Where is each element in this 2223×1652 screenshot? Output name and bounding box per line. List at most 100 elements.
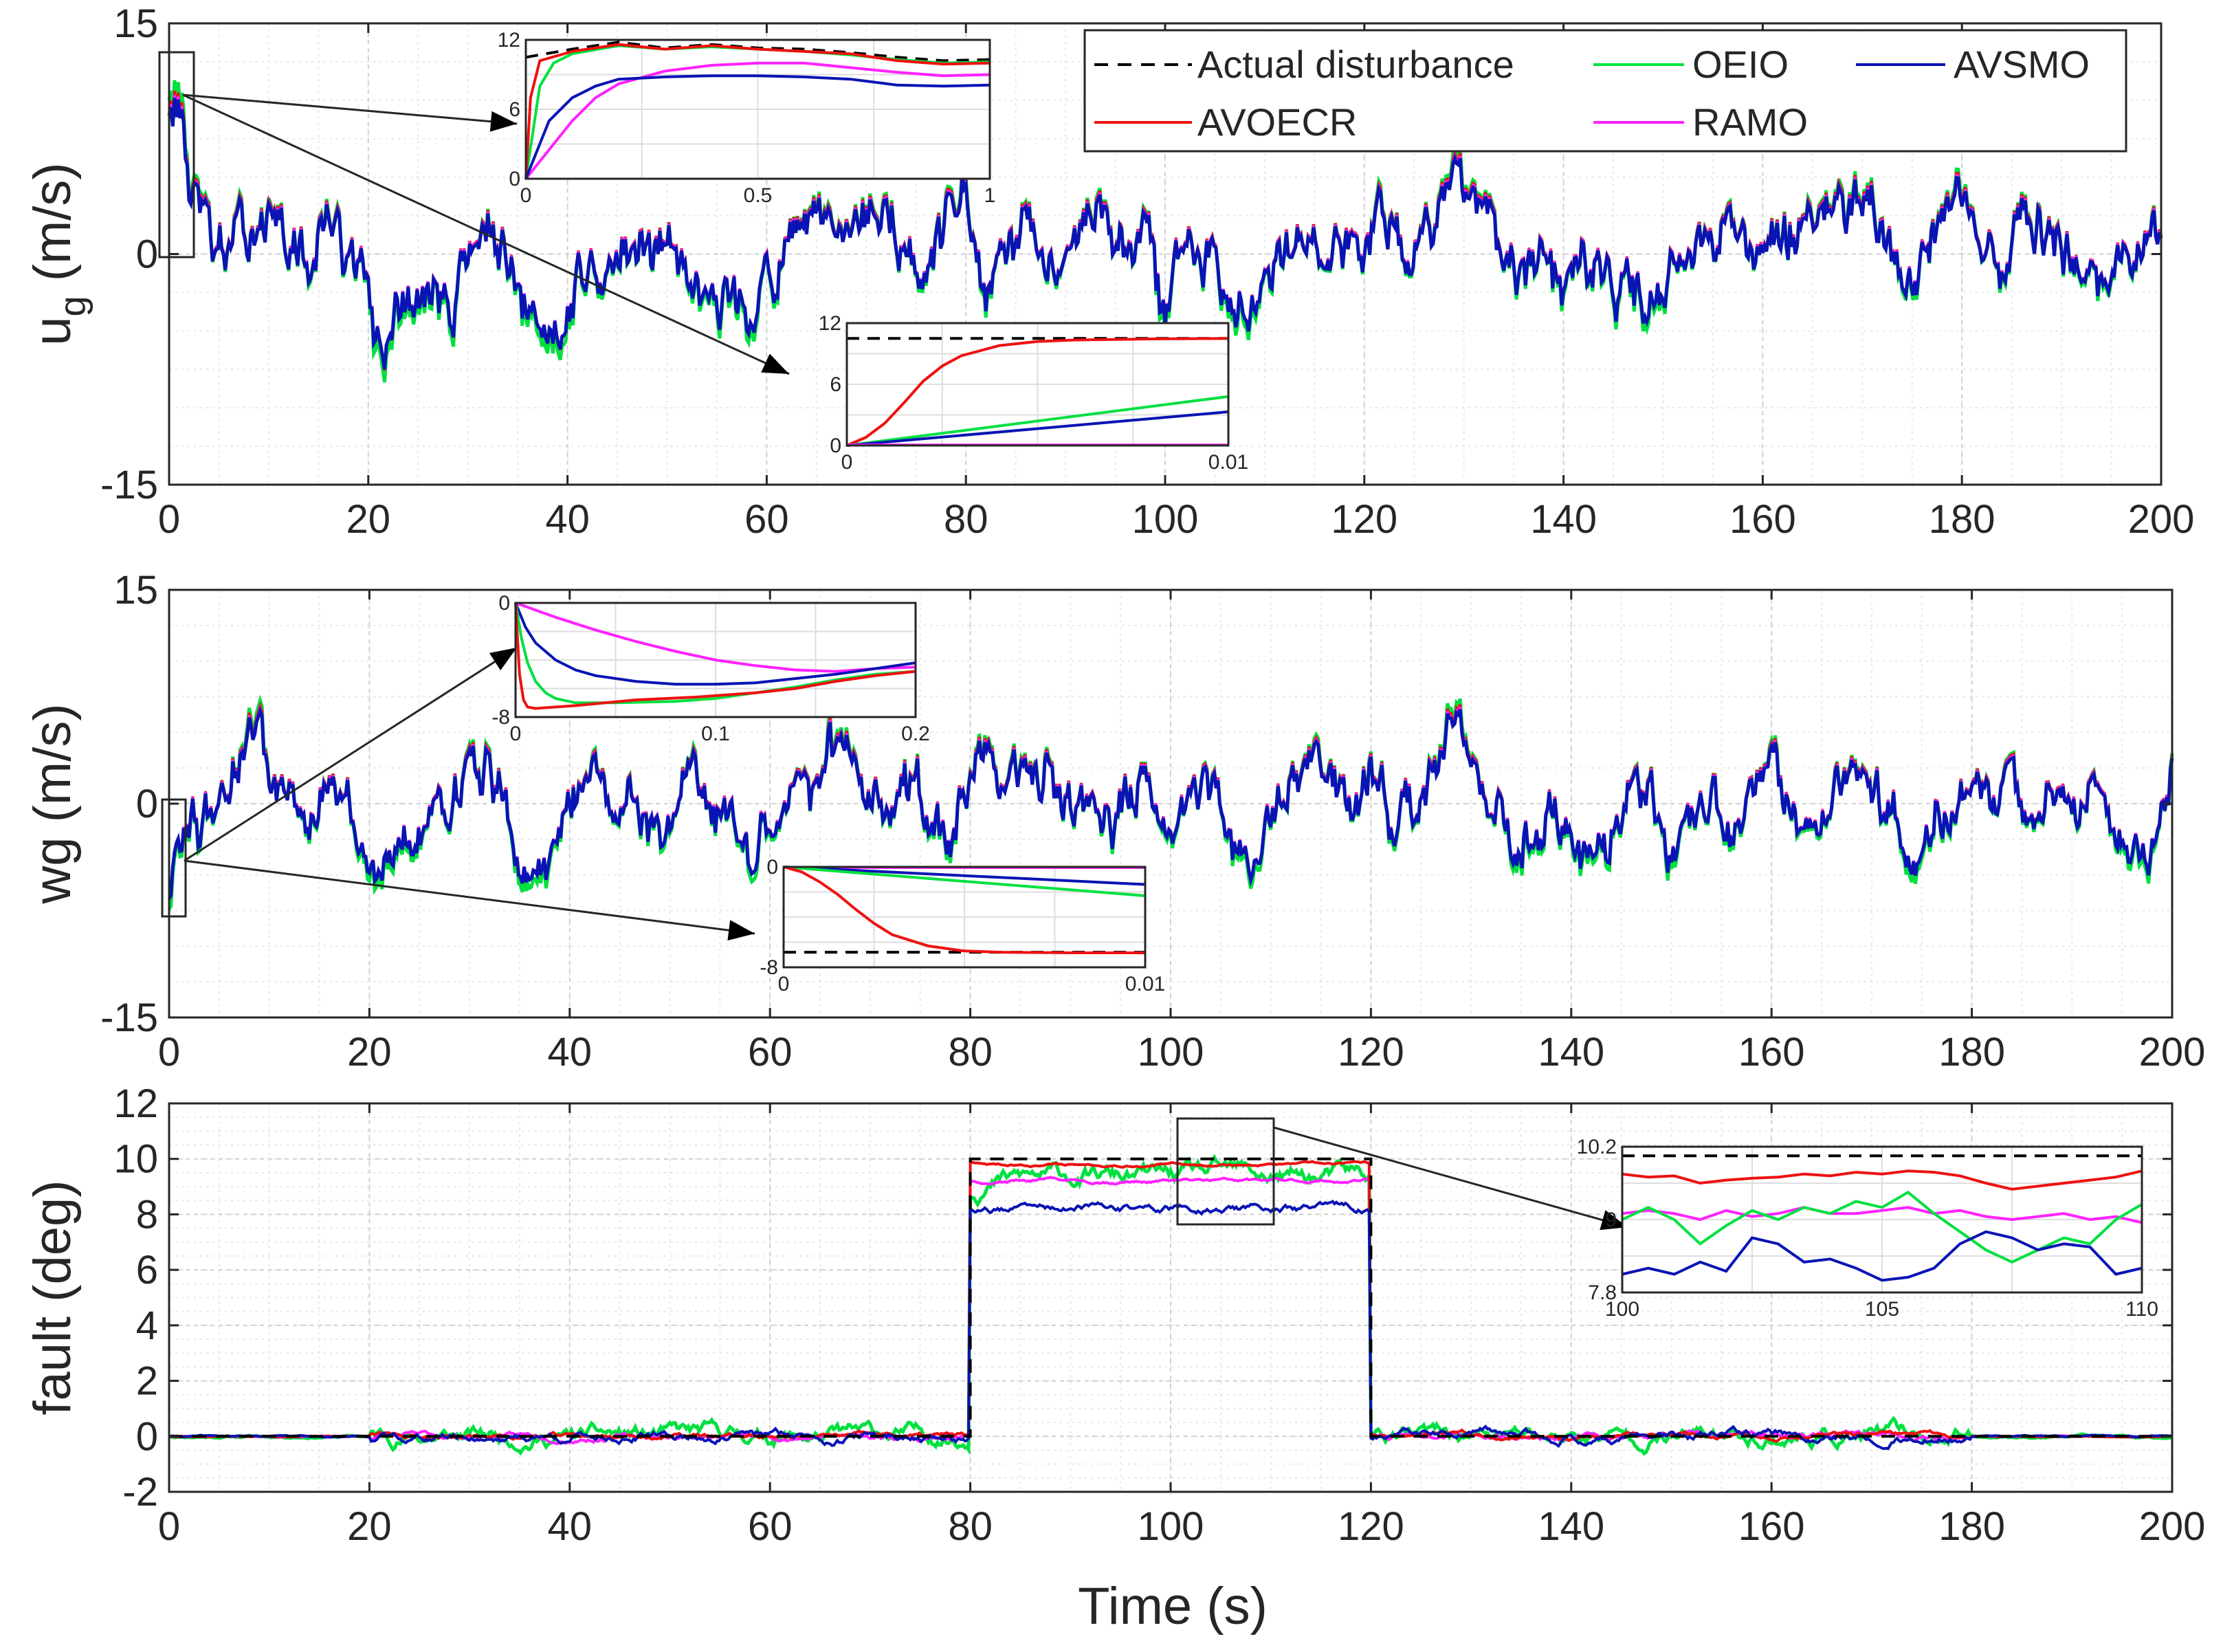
ug-y-axis-label-main: u [23, 316, 82, 345]
fault-inset-ytick-label: 10.2 [1577, 1136, 1617, 1158]
ug-inset1-ytick-label: 6 [509, 98, 520, 121]
ug-xtick-label: 80 [944, 497, 988, 542]
wg-inset1-ytick-label: 0 [498, 592, 510, 615]
fault-inset-series-avsmo [1622, 1230, 2143, 1282]
ug-inset1: 0 0.5 1 0 6 12 [158, 29, 996, 258]
legend-label-oeio: OEIO [1692, 43, 1789, 86]
panel-fault: 0 20 40 60 80 100 120 140 160 180 200-2024681012fa… [23, 1081, 2205, 1549]
fault-inset-ytick-label: 9 [1605, 1209, 1617, 1231]
ug-xtick-label: 60 [744, 497, 789, 542]
fault-xtick-label: 40 [548, 1504, 593, 1549]
wg-y-axis-label-main: wg (m/s) [23, 703, 82, 904]
wg-xtick-label: 160 [1738, 1030, 1805, 1075]
wg-inset2-connector-arrowhead [727, 920, 755, 941]
fault-ytick-label: -2 [122, 1470, 158, 1515]
wg-inset1-zoom-frame [161, 798, 187, 918]
ug-inset2-ytick-label: 12 [819, 312, 841, 335]
fault-inset-ytick-label: 7.8 [1588, 1281, 1617, 1304]
fault-ytick-label: 4 [136, 1303, 158, 1348]
ug-xtick-label: 0 [158, 497, 180, 542]
ug-inset1-series-avoecr [524, 43, 991, 179]
legend-label-ramo: RAMO [1692, 100, 1808, 144]
wg-series-avsmo [167, 705, 2174, 900]
wg-inset2: 0 0.01-80 [184, 856, 1165, 995]
fault-y-axis-label: fault (deg) [23, 1180, 82, 1415]
fault-xtick-label: 120 [1338, 1504, 1404, 1549]
ug-ytick-label: 0 [136, 232, 158, 277]
ug-xtick-label: 120 [1331, 497, 1397, 542]
fault-xtick-label: 0 [158, 1504, 180, 1549]
ug-xtick-label: 200 [2128, 497, 2195, 542]
fault-ytick-label: 6 [136, 1248, 158, 1292]
fault-inset: 100 105 110 7.8 9 10.2 [1176, 1117, 2158, 1321]
ug-inset2-axes-box [845, 322, 1230, 447]
fault-xtick-label: 60 [748, 1504, 793, 1549]
ug-inset2-ytick-label: 6 [830, 373, 841, 396]
wg-xtick-label: 20 [347, 1030, 392, 1075]
wg-xtick-label: 100 [1138, 1030, 1204, 1075]
ug-y-axis-label: ug (m/s) [23, 162, 93, 345]
fault-series [168, 1154, 2173, 1456]
ug-inset2: 0 0.01 0 6 12 [182, 93, 1248, 474]
wg-inset2-xtick-label: 0.01 [1125, 973, 1165, 995]
ug-inset1-connector [182, 93, 518, 125]
wg-series [167, 694, 2174, 911]
wg-inset2-xtick-label: 0 [778, 973, 790, 995]
ug-inset2-xtick-label: 0.01 [1208, 451, 1248, 474]
wg-xtick-label: 180 [1938, 1030, 2005, 1075]
wg-inset2-series-oeio [783, 866, 1146, 897]
wg-ytick-label: -15 [100, 995, 158, 1040]
fault-xtick-label: 100 [1138, 1504, 1204, 1549]
wg-inset1: 0 0.1 0.2-80 [161, 592, 930, 918]
legend-label-actual: Actual disturbance [1197, 43, 1514, 86]
wg-inset1-connector [184, 646, 518, 862]
fault-inset-series-oeio [1622, 1190, 2143, 1264]
ug-inset1-ytick-label: 0 [509, 168, 520, 190]
fault-ytick-label: 2 [136, 1359, 158, 1404]
wg-inset2-series-avoecr [783, 866, 1145, 954]
wg-xtick-label: 80 [948, 1030, 993, 1075]
wg-inset2-axes-box [782, 866, 1147, 969]
ug-inset1-axes-box [524, 38, 991, 180]
wg-ytick-label: 0 [136, 782, 158, 826]
ug-inset2-connector-arrowhead [761, 353, 789, 374]
fault-inset-series-avoecr [1622, 1169, 2143, 1191]
legend: Actual disturbance OEIO AVSMO AVOECR RAM… [1083, 29, 2127, 153]
ug-y-axis-label-sub: g [52, 296, 93, 316]
fault-inset-axes-box [1621, 1145, 2143, 1294]
wg-inset1-series-avoecr [514, 602, 916, 710]
fault-inset-xtick-label: 105 [1865, 1298, 1899, 1321]
fault-ytick-label: 0 [136, 1414, 158, 1459]
fault-inset-connector [1273, 1126, 1628, 1229]
ug-inset2-series-avoecr [846, 337, 1229, 447]
ug-xtick-label: 40 [545, 497, 590, 542]
fault-inset-zoom-frame [1176, 1117, 1275, 1226]
ug-inset2-connector [182, 93, 790, 375]
fault-ytick-label: 10 [113, 1137, 158, 1182]
ug-xtick-label: 100 [1132, 497, 1199, 542]
fault-xtick-label: 160 [1738, 1504, 1805, 1549]
legend-label-avsmo: AVSMO [1954, 43, 2090, 86]
wg-xtick-label: 40 [548, 1030, 593, 1075]
wg-inset1-ytick-label: -8 [491, 706, 510, 729]
fault-inset-xtick-label: 100 [1605, 1298, 1639, 1321]
wg-xtick-label: 200 [2139, 1030, 2206, 1075]
ug-xtick-label: 180 [1929, 497, 1995, 542]
wg-inset1-axes-box [514, 602, 917, 718]
legend-label-avoecr: AVOECR [1197, 100, 1357, 144]
ug-inset1-xtick-label: 1 [984, 184, 996, 207]
ug-inset1-zoom-frame [158, 51, 195, 258]
fault-xtick-label: 140 [1538, 1504, 1604, 1549]
ug-inset2-xtick-label: 0 [841, 451, 853, 474]
ug-ytick-label: 15 [113, 1, 158, 46]
ug-y-axis-label-units: (m/s) [23, 162, 82, 296]
wg-y-axis-label: wg (m/s) [23, 703, 82, 904]
wg-inset1-xtick-label: 0.2 [901, 723, 930, 745]
wg-xtick-label: 0 [158, 1030, 180, 1075]
wg-inset1-series-ramo [515, 602, 916, 673]
fault-inset-connector-arrowhead [1600, 1210, 1628, 1231]
fault-inset-xtick-label: 110 [2125, 1298, 2158, 1321]
